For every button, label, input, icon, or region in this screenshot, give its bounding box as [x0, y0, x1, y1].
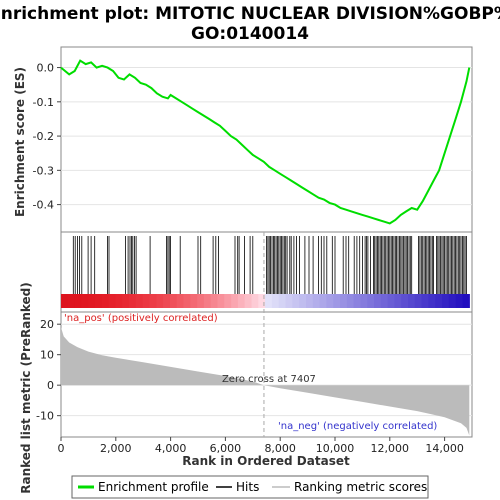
x-axis: 0 2,000 4,000 6,000 8,000 10,000 12,000 14,000	[58, 437, 464, 455]
rank-color-segment	[462, 294, 470, 308]
rank-color-segment	[197, 294, 205, 308]
legend: Enrichment profile Hits Ranking metric s…	[71, 475, 429, 499]
ranking-metric-area	[61, 327, 470, 436]
rank-color-segment	[278, 294, 287, 308]
rank-color-segment	[333, 294, 341, 308]
legend-label-enrichment-profile: Enrichment profile	[98, 480, 209, 494]
legend-box	[71, 475, 429, 499]
rank-color-segment	[299, 294, 307, 308]
hits-panel	[60, 231, 473, 313]
rank-color-segment	[421, 294, 429, 308]
rank-color-segment	[129, 294, 137, 308]
rank-color-segment	[271, 294, 280, 308]
rank-color-segment	[67, 294, 76, 308]
metric-y-axis-label: Ranked list metric (PreRanked)	[19, 282, 33, 494]
rank-color-segment	[135, 294, 144, 308]
rank-color-segment	[353, 294, 361, 308]
rank-color-segment	[224, 294, 232, 308]
rank-color-segment	[95, 294, 103, 308]
metric-tick-label: -10	[36, 410, 54, 423]
rank-color-segment	[374, 294, 382, 308]
x-tick-label: 4,000	[155, 442, 187, 455]
rank-color-segment	[408, 294, 416, 308]
rank-color-segment	[401, 294, 409, 308]
rank-color-segment	[380, 294, 389, 308]
chart-title-line1: Enrichment plot: MITOTIC NUCLEAR DIVISIO…	[0, 4, 500, 24]
x-tick-label: 2,000	[100, 442, 132, 455]
rank-color-segment	[169, 294, 178, 308]
rank-color-segment	[163, 294, 171, 308]
rank-color-segment	[156, 294, 164, 308]
rank-color-segment	[394, 294, 402, 308]
rank-color-segment	[346, 294, 355, 308]
rank-color-segment	[414, 294, 423, 308]
rank-color-segment	[435, 294, 443, 308]
legend-label-hits: Hits	[236, 480, 259, 494]
rank-color-segment	[455, 294, 464, 308]
rank-color-segment	[183, 294, 191, 308]
rank-color-segment	[88, 294, 96, 308]
rank-color-segment	[265, 294, 273, 308]
x-tick-label: 14,000	[425, 442, 464, 455]
rank-color-segment	[258, 294, 266, 308]
rank-color-segment	[428, 294, 436, 308]
rank-color-segment	[285, 294, 293, 308]
x-tick-label: 8,000	[264, 442, 296, 455]
x-tick-label: 0	[58, 442, 65, 455]
rank-color-segment	[81, 294, 89, 308]
rank-color-segment	[74, 294, 82, 308]
es-tick-label: -0.1	[33, 96, 54, 109]
rank-color-segment	[61, 294, 69, 308]
rank-color-segment	[149, 294, 157, 308]
chart-title-line2: GO:0140014	[191, 24, 309, 44]
rank-color-segment	[326, 294, 334, 308]
rank-color-segment	[122, 294, 130, 308]
metric-tick-label: 10	[40, 349, 54, 362]
es-tick-label: -0.3	[33, 164, 54, 177]
es-tick-label: -0.4	[33, 199, 54, 212]
legend-label-ranking-metric-scores: Ranking metric scores	[294, 480, 427, 494]
x-tick-label: 12,000	[371, 442, 410, 455]
rank-color-segment	[231, 294, 239, 308]
rank-color-segment	[237, 294, 246, 308]
na-neg-label: 'na_neg' (negatively correlated)	[278, 421, 437, 432]
rank-color-segment	[360, 294, 368, 308]
es-panel-frame	[60, 46, 473, 233]
rank-color-segment	[448, 294, 457, 308]
rank-color-segment	[217, 294, 225, 308]
rank-color-segment	[210, 294, 219, 308]
zero-cross-label: Zero cross at 7407	[222, 374, 316, 385]
rank-color-segment	[142, 294, 151, 308]
rank-color-segment	[251, 294, 259, 308]
metric-tick-label: 20	[40, 318, 54, 331]
es-tick-label: -0.2	[33, 130, 54, 143]
x-tick-label: 6,000	[210, 442, 242, 455]
rank-color-segment	[367, 294, 375, 308]
rank-color-segment	[442, 294, 450, 308]
rank-color-segment	[292, 294, 300, 308]
rank-color-segment	[101, 294, 110, 308]
rank-color-segment	[244, 294, 253, 308]
metric-tick-label: 0	[47, 379, 54, 392]
na-pos-label: 'na_pos' (positively correlated)	[64, 313, 218, 324]
rank-color-segment	[190, 294, 198, 308]
rank-color-segment	[115, 294, 123, 308]
rank-color-segment	[312, 294, 321, 308]
es-panel: 0.0 -0.1 -0.2 -0.3 -0.4 Enrichment score (ES…	[13, 46, 473, 233]
metric-panel: 20 10 0 -10 'na_pos' (positively correlated…	[19, 232, 473, 494]
rank-color-segment	[306, 294, 314, 308]
rank-color-segment	[387, 294, 395, 308]
x-tick-label: 10,000	[316, 442, 355, 455]
rank-color-segment	[108, 294, 116, 308]
es-profile-line	[60, 59, 471, 225]
x-axis-label: Rank in Ordered Dataset	[182, 454, 350, 468]
es-tick-label: 0.0	[37, 62, 55, 75]
rank-color-segment	[319, 294, 327, 308]
es-y-axis-label: Enrichment score (ES)	[13, 67, 27, 217]
rank-color-segment	[203, 294, 212, 308]
rank-color-segment	[176, 294, 185, 308]
rank-color-segment	[340, 294, 348, 308]
